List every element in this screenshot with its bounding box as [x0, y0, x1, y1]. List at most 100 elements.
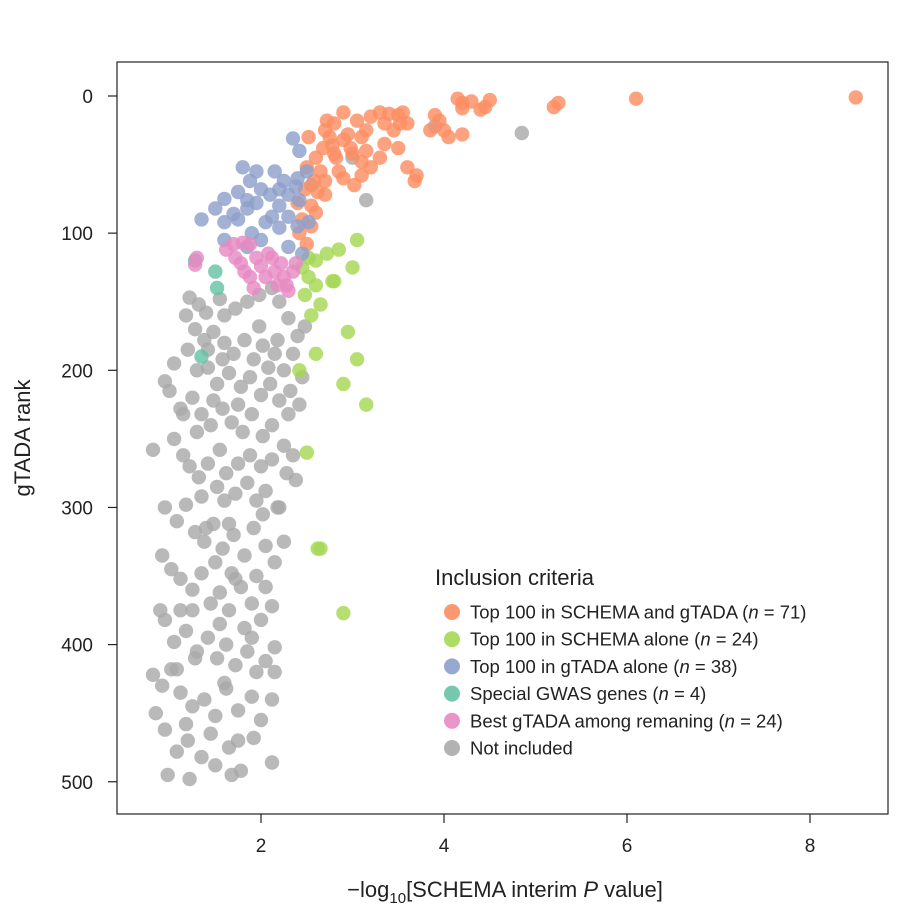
point-not-included-147 — [258, 579, 273, 595]
point-not-included-23 — [226, 346, 241, 361]
point-not-included-29 — [285, 346, 301, 361]
point-best-gtada-among-remaining-17 — [270, 278, 285, 293]
point-not-included-47 — [185, 390, 200, 405]
point-top-100-in-schema-and-gtada-61 — [317, 187, 333, 202]
point-top-100-in-schema-alone-8 — [313, 297, 328, 312]
point-not-included-132 — [160, 767, 175, 783]
point-not-included-57 — [285, 448, 301, 463]
point-not-included-6 — [178, 308, 194, 323]
point-not-included-26 — [255, 338, 270, 353]
legend-label-0: Top 100 in SCHEMA and gTADA (n = 71) — [470, 602, 806, 623]
point-not-included-33 — [189, 363, 205, 378]
point-not-included-142 — [264, 452, 280, 467]
legend-label-n-1: n — [700, 629, 710, 650]
point-not-included-135 — [230, 733, 246, 748]
point-not-included-141 — [253, 459, 269, 474]
point-not-included-16 — [281, 311, 296, 326]
point-not-included-60 — [176, 448, 191, 463]
point-not-included-172 — [255, 507, 270, 522]
point-top-100-in-gtada-alone-19 — [292, 193, 307, 208]
point-top-100-in-schema-and-gtada-57 — [372, 150, 388, 165]
point-top-100-in-gtada-alone-3 — [235, 160, 250, 175]
point-not-included-58 — [145, 442, 161, 457]
point-not-included-21 — [206, 324, 221, 340]
point-not-included-168 — [244, 630, 259, 645]
point-top-100-in-schema-alone-14 — [336, 376, 351, 392]
point-not-included-173 — [221, 516, 237, 532]
point-not-included-160 — [208, 555, 223, 570]
point-top-100-in-schema-alone-20 — [297, 287, 313, 303]
point-not-included-12 — [240, 294, 255, 309]
point-not-included-100 — [178, 623, 194, 639]
point-not-included-84 — [267, 555, 282, 570]
point-not-included-8 — [198, 305, 214, 320]
point-best-gtada-among-remaining-21 — [249, 250, 264, 265]
point-top-100-in-schema-and-gtada-68 — [317, 173, 333, 189]
point-not-included-75 — [178, 497, 194, 512]
point-not-included-79 — [215, 541, 230, 556]
point-not-included-115 — [197, 692, 212, 707]
point-best-gtada-among-remaining-9 — [246, 280, 261, 296]
point-not-included-69 — [258, 483, 273, 499]
point-not-included-165 — [203, 726, 218, 741]
point-not-included-72 — [288, 472, 303, 488]
point-top-100-in-gtada-alone-24 — [217, 215, 232, 230]
legend-label-2: Top 100 in gTADA alone (n = 38) — [470, 656, 738, 677]
point-not-included-138 — [189, 424, 205, 440]
x-tick-label-2: 6 — [622, 836, 633, 857]
point-not-included-83 — [258, 538, 273, 554]
point-top-100-in-schema-and-gtada-6 — [473, 102, 488, 117]
point-top-100-in-schema-and-gtada-59 — [345, 146, 360, 161]
x-axis-title: −log10[SCHEMA interim P value] — [347, 877, 663, 905]
point-top-100-in-gtada-alone-5 — [267, 164, 282, 179]
point-top-100-in-schema-alone-21 — [308, 278, 324, 293]
point-not-included-150 — [173, 603, 188, 618]
x-axis-title-main: [SCHEMA interim — [406, 877, 583, 902]
y-axis-title: gTADA rank — [10, 379, 35, 497]
point-not-included-66 — [228, 486, 243, 501]
point-top-100-in-schema-and-gtada-65 — [377, 136, 392, 152]
point-not-included-35 — [209, 376, 225, 392]
point-top-100-in-gtada-alone-23 — [194, 212, 209, 227]
point-top-100-in-gtada-alone-17 — [217, 191, 232, 207]
x-tick-label-1: 4 — [439, 836, 450, 857]
point-top-100-in-gtada-alone-25 — [230, 212, 246, 227]
point-not-included-32 — [180, 342, 195, 357]
legend-label-n-3: n — [659, 683, 669, 704]
point-special-gwas-genes-2 — [194, 349, 209, 364]
point-not-included-68 — [249, 493, 264, 508]
point-not-included-110 — [145, 667, 161, 682]
point-top-100-in-gtada-alone-30 — [290, 219, 305, 234]
y-tick-label-2: 200 — [61, 361, 93, 382]
point-not-included-73 — [157, 500, 173, 515]
point-top-100-in-gtada-alone-11 — [230, 184, 246, 200]
point-top-100-in-schema-alone-19 — [336, 605, 351, 621]
point-special-gwas-genes-0 — [208, 264, 223, 279]
point-not-included-62 — [191, 470, 206, 485]
point-not-included-88 — [173, 571, 188, 586]
legend-label-count-2: = 38) — [690, 656, 738, 677]
point-not-included-39 — [253, 387, 269, 403]
point-not-included-153 — [230, 397, 246, 412]
point-top-100-in-gtada-alone-18 — [272, 198, 287, 213]
point-not-included-143 — [212, 442, 227, 457]
legend-label-n-2: n — [679, 656, 689, 677]
point-top-100-in-schema-and-gtada-27 — [363, 109, 378, 124]
point-not-included-67 — [240, 475, 255, 490]
x-axis-title-italic: P — [583, 877, 598, 902]
point-top-100-in-gtada-alone-37 — [301, 215, 316, 230]
point-not-included-37 — [233, 379, 249, 394]
point-not-included-97 — [264, 599, 280, 614]
point-top-100-in-gtada-alone-13 — [263, 187, 278, 202]
y-tick-label-4: 400 — [61, 636, 93, 657]
point-not-included-120 — [253, 712, 269, 728]
point-not-included-140 — [242, 448, 258, 463]
point-top-100-in-schema-and-gtada-29 — [354, 129, 369, 145]
point-not-included-25 — [246, 352, 261, 367]
point-top-100-in-gtada-alone-29 — [272, 220, 287, 235]
legend-marker-1 — [444, 631, 460, 648]
point-not-included-76 — [187, 524, 203, 540]
point-not-included-125 — [180, 733, 195, 748]
legend-label-count-3: = 4) — [669, 683, 707, 704]
point-not-included-86 — [155, 548, 170, 563]
